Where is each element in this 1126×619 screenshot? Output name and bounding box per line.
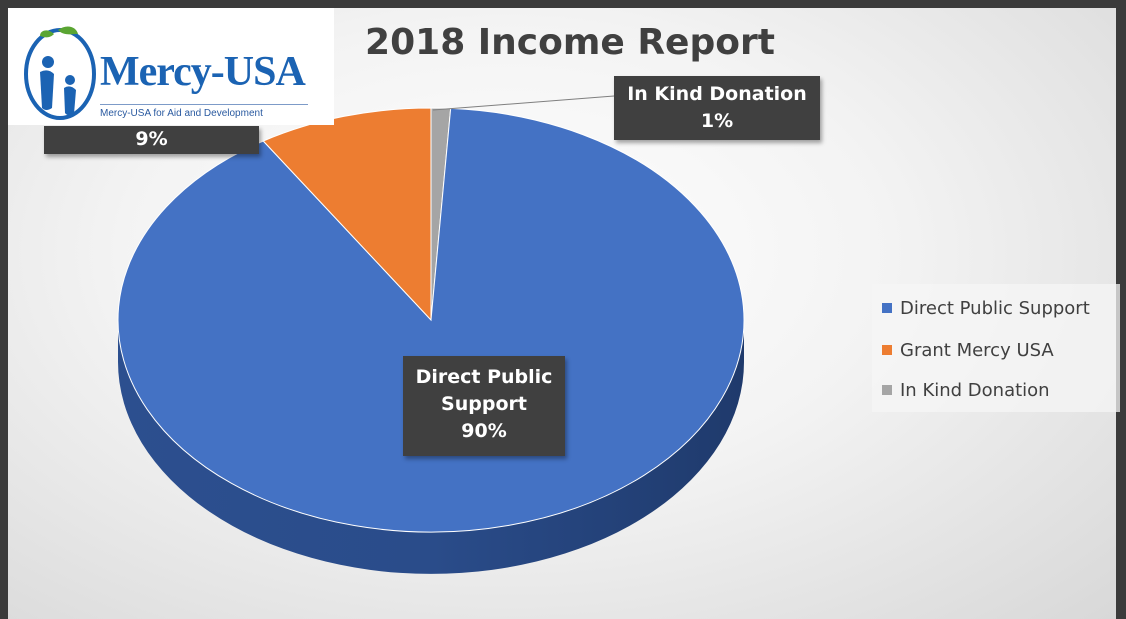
data-label-line: Support: [441, 393, 527, 415]
data-label-line: Direct Public: [415, 366, 553, 388]
chart-legend: Direct Public Support Grant Mercy USA In…: [872, 284, 1120, 412]
legend-swatch: [882, 385, 892, 395]
logo-tagline: Mercy-USA for Aid and Development: [100, 108, 263, 119]
data-label-direct-public-support: Direct Public Support 90%: [403, 356, 565, 456]
legend-item: In Kind Donation: [882, 378, 1050, 402]
data-label-grant-mercy-usa: 9%: [44, 126, 259, 154]
pie-slices: [117, 107, 745, 533]
mercy-usa-logo: Mercy-USA Mercy-USA for Aid and Developm…: [8, 8, 334, 125]
pie-chart: [117, 95, 745, 574]
legend-item: Grant Mercy USA: [882, 338, 1054, 362]
leader-lines: [432, 95, 615, 111]
legend-swatch: [882, 303, 892, 313]
legend-swatch: [882, 345, 892, 355]
pie-side: [118, 320, 744, 574]
logo-divider: [100, 104, 308, 105]
pie-side-wall: [118, 320, 744, 574]
data-label-line: In Kind Donation: [627, 83, 807, 105]
logo-figures-icon: [24, 26, 96, 120]
pie-slice-grant-mercy-usa: [262, 107, 432, 322]
legend-item: Direct Public Support: [882, 296, 1090, 320]
legend-label: Grant Mercy USA: [900, 339, 1054, 361]
logo-name: Mercy-USA: [100, 49, 306, 95]
legend-label: Direct Public Support: [900, 297, 1090, 319]
chart-title: 2018 Income Report: [365, 22, 775, 63]
legend-label: In Kind Donation: [900, 379, 1050, 401]
data-label-value: 1%: [700, 110, 734, 132]
data-label-in-kind-donation: In Kind Donation 1%: [614, 76, 820, 140]
leader-line-in-kind: [432, 95, 615, 111]
data-label-value: 90%: [461, 420, 507, 442]
data-label-value: 9%: [135, 128, 168, 150]
